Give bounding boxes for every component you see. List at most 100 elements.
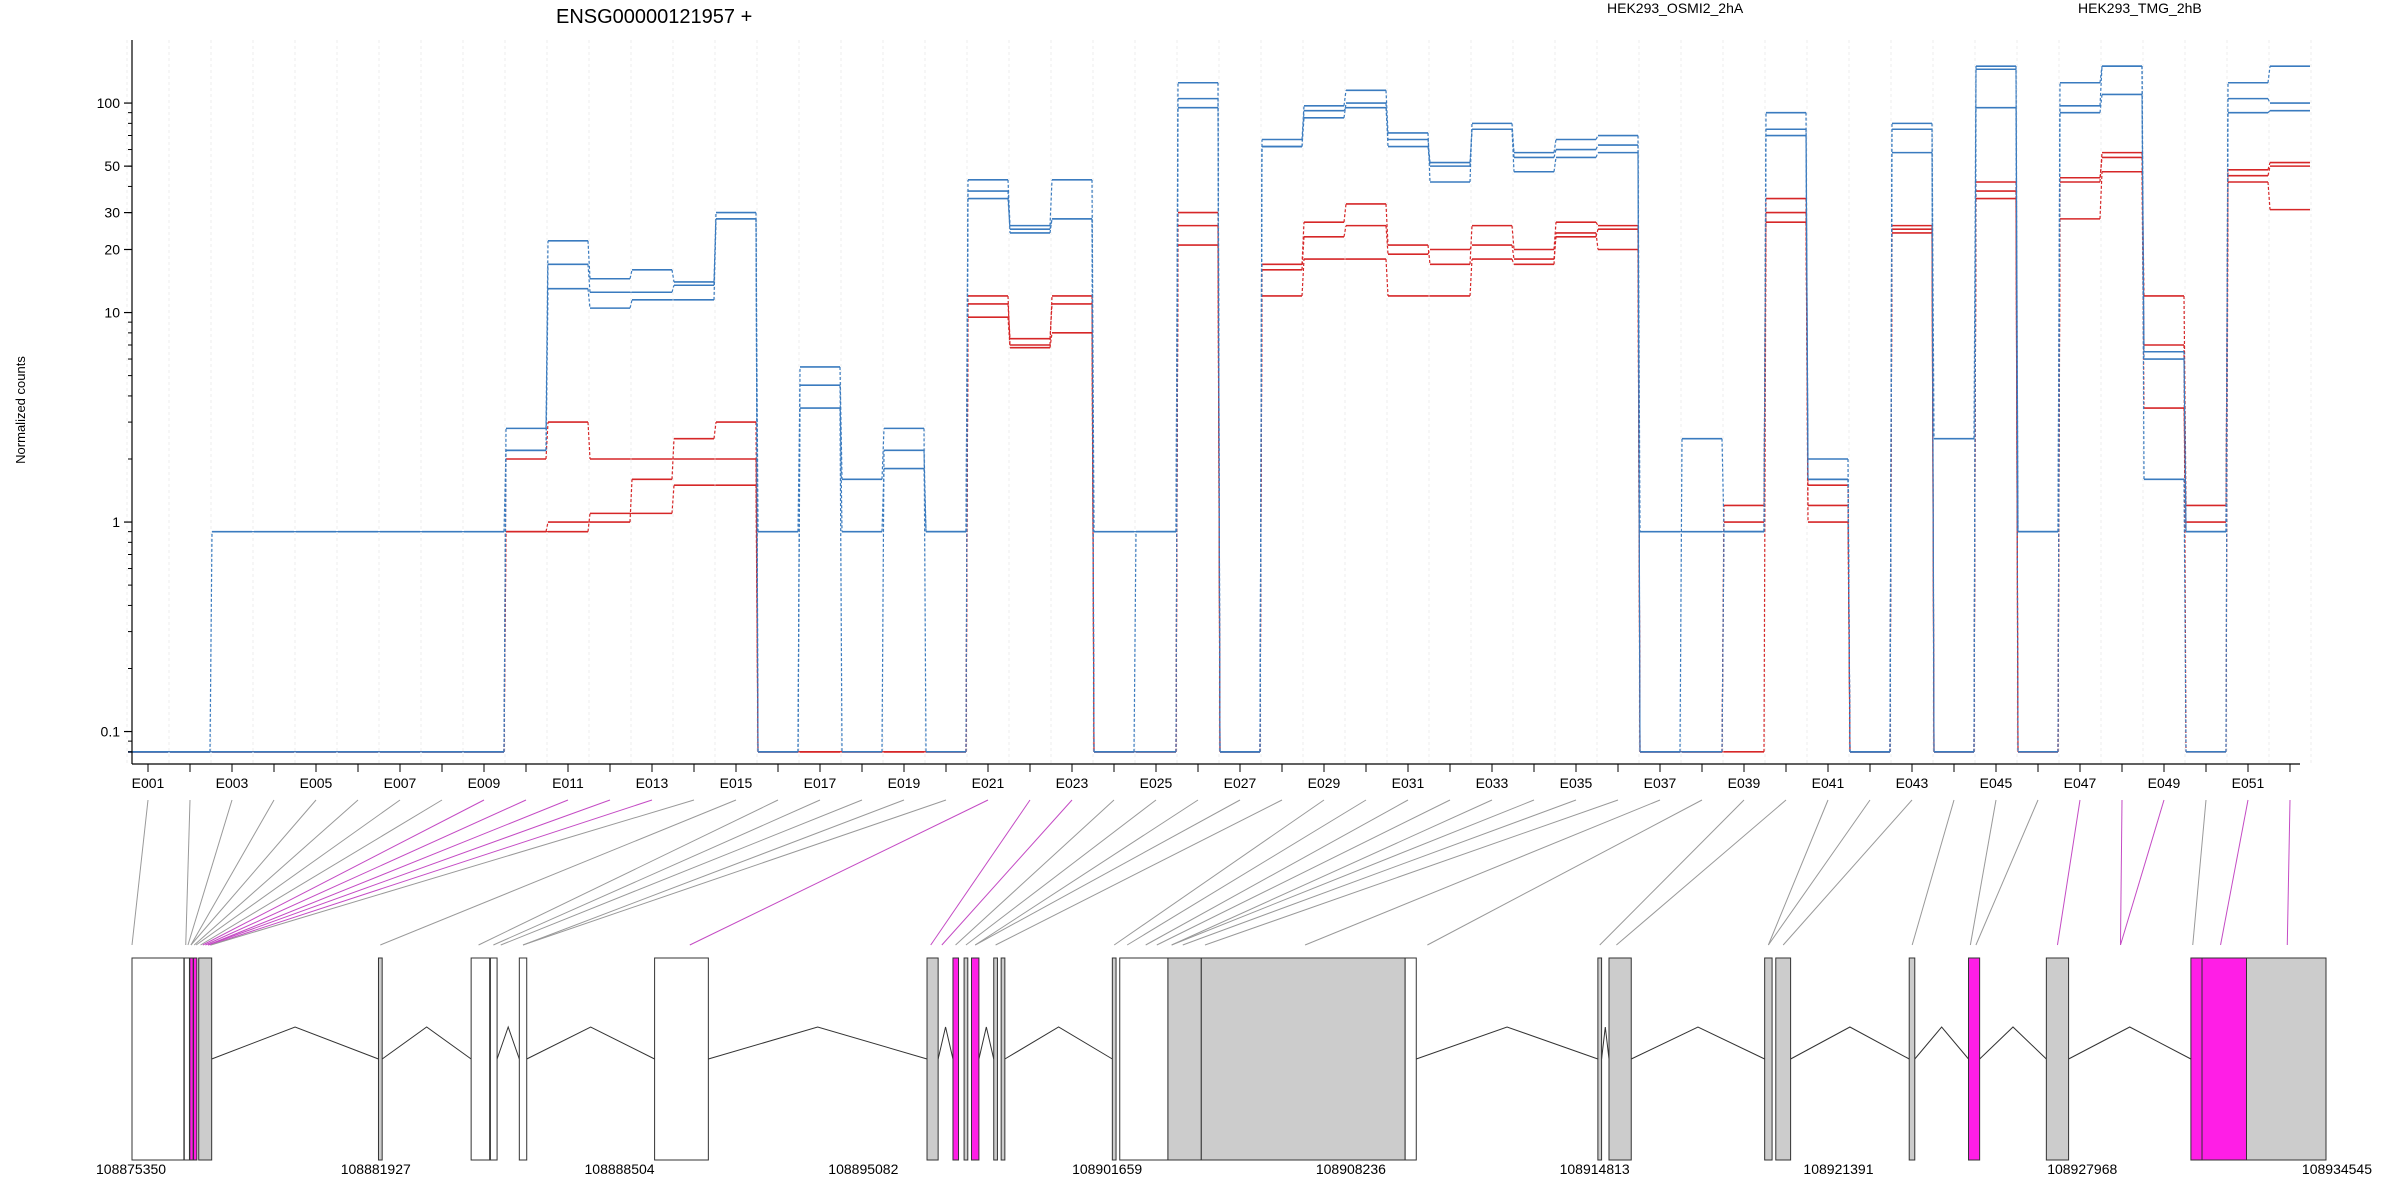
data-connector xyxy=(1385,259,1389,297)
exon-connector xyxy=(500,799,863,946)
exon-connector xyxy=(1911,799,1955,946)
y-tick-label: 0.1 xyxy=(101,724,121,740)
exon-connector xyxy=(190,799,317,946)
data-connector xyxy=(1133,531,1137,752)
genome-tick-label: 108888504 xyxy=(585,1161,655,1177)
x-tick-label: E031 xyxy=(1392,775,1425,791)
exon-block xyxy=(470,957,491,1161)
data-connector xyxy=(1721,438,1725,532)
data-connector xyxy=(629,299,633,309)
exon-connector xyxy=(207,799,569,946)
data-connector xyxy=(545,288,549,451)
data-connector xyxy=(1427,146,1431,167)
exon-connector xyxy=(689,799,989,946)
intron-line xyxy=(2068,1026,2192,1060)
data-connector xyxy=(839,385,843,532)
intron-line xyxy=(1790,1026,1910,1060)
intron-line xyxy=(381,1026,472,1060)
exon-connector xyxy=(2056,799,2081,946)
exon-block xyxy=(970,957,980,1161)
exon-block xyxy=(1167,957,1202,1161)
data-connector xyxy=(1595,144,1599,150)
data-connector xyxy=(2267,98,2271,104)
x-tick-label: E009 xyxy=(468,775,501,791)
genome-tick-label: 108895082 xyxy=(828,1161,898,1177)
data-connector xyxy=(1385,203,1389,246)
data-connector xyxy=(1973,66,1977,439)
x-tick-label: E001 xyxy=(132,775,165,791)
exon-connector xyxy=(995,799,1283,946)
x-tick-label: E051 xyxy=(2232,775,2265,791)
data-connector xyxy=(587,513,591,532)
data-connector xyxy=(1217,82,1221,752)
exon-block xyxy=(1111,957,1117,1161)
x-tick-label: E047 xyxy=(2064,775,2097,791)
exon-connector xyxy=(202,799,485,946)
genome-tick-label: 108914813 xyxy=(1560,1161,1630,1177)
exon-connector xyxy=(193,799,359,946)
x-tick-label: E049 xyxy=(2148,775,2181,791)
data-connector xyxy=(1427,132,1431,183)
exon-block xyxy=(2190,957,2203,1161)
y-tick-label: 50 xyxy=(104,158,120,174)
data-connector xyxy=(1595,135,1599,140)
exon-connector xyxy=(2119,799,2123,946)
exon-block xyxy=(993,957,998,1161)
data-connector xyxy=(1553,149,1557,158)
x-tick-label: E013 xyxy=(636,775,669,791)
data-connector xyxy=(2015,66,2019,532)
data-connector xyxy=(2267,166,2271,176)
data-connector xyxy=(1805,112,1809,459)
data-connector xyxy=(209,531,213,752)
intron-line xyxy=(1914,1026,1969,1060)
exon-block xyxy=(198,957,213,1161)
data-connector xyxy=(1385,107,1389,140)
data-connector xyxy=(1049,295,1053,346)
data-connector xyxy=(503,428,507,752)
data-connector xyxy=(1343,90,1347,106)
exon-connector xyxy=(205,799,527,946)
data-connector xyxy=(1595,221,1599,226)
gene-model xyxy=(131,957,2327,1161)
intron-line xyxy=(937,1026,954,1060)
x-tick-label: E025 xyxy=(1140,775,1173,791)
x-tick-label: E011 xyxy=(552,775,584,791)
exon-connector xyxy=(493,799,821,946)
x-tick-label: E045 xyxy=(1980,775,2013,791)
data-connector xyxy=(545,240,549,429)
data-connector xyxy=(1511,244,1515,260)
exon-block xyxy=(1908,957,1916,1161)
exon-connector xyxy=(1427,799,1703,946)
exon-block xyxy=(518,957,528,1161)
exon-connector xyxy=(1204,799,1619,946)
data-connector xyxy=(1511,225,1515,250)
x-tick-label: E035 xyxy=(1560,775,1593,791)
intron-line xyxy=(1601,1026,1610,1060)
data-connector xyxy=(1511,258,1515,265)
exon-connector xyxy=(1782,799,1913,946)
exon-connector xyxy=(1969,799,1997,946)
x-tick-label: E039 xyxy=(1728,775,1761,791)
exon-block xyxy=(963,957,969,1161)
exon-connector xyxy=(1156,799,1451,946)
data-connector xyxy=(965,179,969,752)
data-connector xyxy=(1301,105,1305,140)
data-connector xyxy=(1553,222,1557,250)
data-connector xyxy=(2183,359,2187,532)
x-tick-label: E017 xyxy=(804,775,837,791)
data-connector xyxy=(1637,135,1641,752)
data-connector xyxy=(1049,332,1053,348)
exon-connector xyxy=(131,799,149,946)
genome-tick-label: 108921391 xyxy=(1803,1161,1873,1177)
data-connector xyxy=(1427,139,1431,163)
x-tick-label: E023 xyxy=(1056,775,1089,791)
exon-connector xyxy=(185,799,191,946)
data-connector xyxy=(2099,94,2103,113)
x-tick-label: E007 xyxy=(384,775,417,791)
data-connector xyxy=(671,285,675,293)
data-connector xyxy=(1259,139,1263,752)
data-connector xyxy=(629,479,633,523)
data-connector xyxy=(1343,102,1347,118)
intron-line xyxy=(496,1025,520,1060)
exon-connector xyxy=(974,799,1241,946)
